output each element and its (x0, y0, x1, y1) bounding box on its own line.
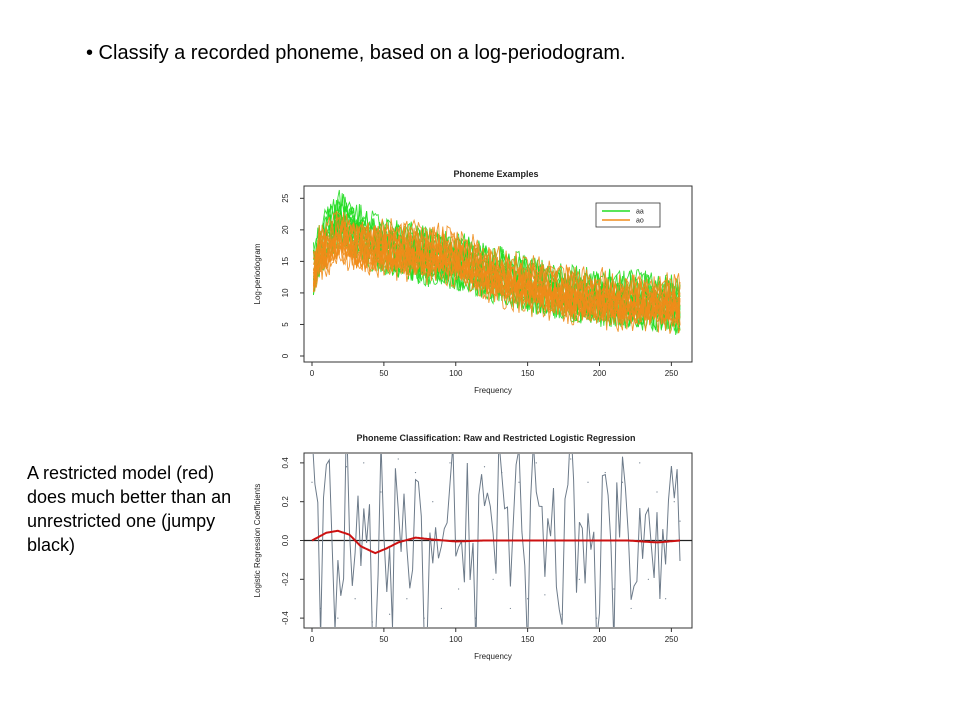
raw-point-4 (345, 466, 348, 468)
y-axis-label-0: Log-periodogram (253, 243, 262, 304)
x-tick-label-0-2: 100 (449, 369, 463, 378)
x-axis-label-1: Frequency (474, 652, 512, 661)
y-tick-label-1-0: -0.4 (281, 611, 290, 625)
raw-point-39 (647, 578, 649, 580)
x-tick-label-0-3: 150 (521, 369, 535, 378)
raw-point-24 (518, 481, 520, 483)
x-tick-label-1-1: 50 (379, 635, 388, 644)
raw-point-9 (389, 613, 391, 615)
raw-point-38 (639, 462, 641, 464)
raw-point-23 (509, 607, 511, 610)
series-raw-coefficients (312, 454, 681, 627)
x-tick-label-1-4: 200 (593, 635, 607, 644)
raw-point-32 (587, 481, 589, 483)
raw-point-35 (613, 588, 615, 590)
raw-point-7 (371, 621, 373, 623)
raw-point-28 (552, 491, 555, 493)
raw-point-2 (328, 462, 330, 464)
y-tick-label-0-3: 15 (281, 256, 290, 265)
series-ao-trace-4 (313, 227, 681, 314)
legend-label-aa: aa (636, 209, 644, 216)
raw-point-0 (311, 481, 313, 483)
plot-frame-0 (303, 185, 693, 363)
raw-point-31 (578, 578, 580, 580)
raw-point-17 (458, 588, 460, 590)
slide-bullet: • Classify a recorded phoneme, based on … (86, 42, 626, 64)
series-ao-trace-12 (312, 239, 681, 326)
plot-title-1: Phoneme Classification: Raw and Restrict… (356, 433, 635, 443)
y-tick-label-0-1: 5 (281, 322, 290, 327)
raw-point-40 (656, 491, 658, 493)
raw-point-6 (363, 462, 365, 464)
raw-point-18 (466, 481, 468, 483)
x-tick-label-0-5: 250 (665, 369, 679, 378)
side-note: A restricted model (red) does much bette… (27, 463, 232, 555)
raw-point-36 (621, 481, 624, 483)
raw-point-12 (414, 471, 417, 474)
raw-point-37 (630, 607, 632, 610)
legend-box (595, 202, 661, 228)
raw-point-20 (483, 466, 486, 468)
raw-point-16 (449, 462, 451, 464)
raw-point-11 (406, 598, 408, 600)
raw-point-21 (492, 578, 494, 580)
x-tick-label-1-2: 100 (449, 635, 463, 644)
y-tick-label-1-4: 0.4 (281, 457, 290, 469)
y-tick-label-1-3: 0.2 (281, 496, 290, 508)
x-tick-label-0-4: 200 (593, 369, 607, 378)
plot-title-0: Phoneme Examples (453, 169, 538, 179)
y-tick-label-1-2: 0.0 (281, 534, 290, 546)
y-tick-label-0-4: 20 (281, 225, 290, 234)
x-tick-label-1-5: 250 (665, 635, 679, 644)
raw-point-22 (501, 471, 503, 474)
raw-point-29 (561, 613, 563, 615)
raw-point-15 (440, 607, 442, 610)
y-axis-label-1: Logistic Regression Coefficients (253, 484, 262, 598)
x-axis-label-0: Frequency (474, 386, 512, 395)
series-ao-trace-13 (312, 216, 681, 307)
raw-point-26 (535, 462, 537, 464)
raw-point-14 (432, 501, 434, 503)
y-tick-label-1-1: -0.2 (281, 572, 290, 586)
raw-point-5 (354, 598, 356, 600)
x-tick-label-1-3: 150 (521, 635, 535, 644)
raw-point-43 (679, 520, 681, 522)
raw-point-27 (544, 594, 546, 596)
series-restricted-coefficients (311, 529, 681, 555)
x-tick-label-1-0: 0 (310, 635, 315, 644)
raw-point-30 (570, 458, 572, 460)
raw-point-10 (397, 458, 399, 460)
raw-point-1 (320, 607, 322, 610)
raw-point-41 (665, 598, 667, 600)
y-tick-label-0-2: 10 (281, 288, 290, 297)
raw-point-33 (596, 617, 598, 619)
raw-point-25 (527, 598, 529, 600)
y-tick-label-0-0: 0 (281, 353, 290, 358)
raw-point-8 (380, 491, 382, 493)
y-tick-label-0-5: 25 (281, 193, 290, 202)
raw-point-42 (673, 501, 675, 503)
x-tick-label-0-1: 50 (379, 369, 388, 378)
raw-point-19 (475, 617, 477, 619)
raw-point-34 (604, 471, 606, 474)
legend-label-ao: ao (636, 218, 644, 225)
raw-point-13 (423, 617, 425, 619)
raw-point-3 (337, 617, 339, 619)
x-tick-label-0-0: 0 (310, 369, 315, 378)
